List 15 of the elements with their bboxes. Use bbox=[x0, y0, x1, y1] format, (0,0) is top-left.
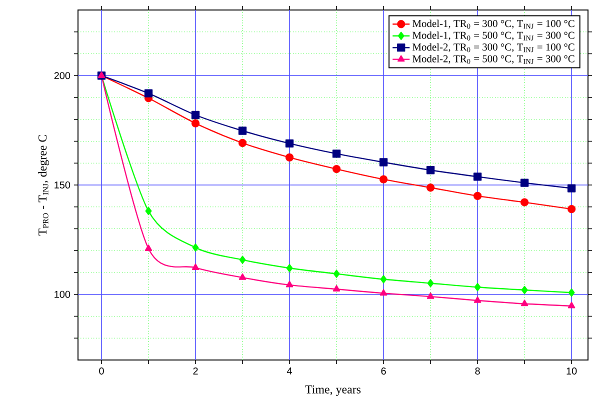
y-axis-title: T$_{PRO}$ - T$_{INJ}$, degree C bbox=[38, 134, 50, 236]
legend-label: Model-1, TR$_{0}$ = 500 °C, T$_{INJ}$ = 300 °C bbox=[412, 31, 574, 40]
x-tick-label: 2 bbox=[193, 368, 198, 374]
legend-label: Model-1, TR$_{0}$ = 300 °C, T$_{INJ}$ = 100 °C bbox=[412, 20, 574, 29]
x-tick-label: 10 bbox=[566, 368, 577, 375]
y-tick-label: 200 bbox=[54, 72, 70, 80]
x-tick-label: 6 bbox=[381, 368, 386, 375]
x-tick-label: 8 bbox=[475, 368, 480, 375]
legend-label: Model-2, TR$_{0}$ = 500 °C, T$_{INJ}$ = 300 °C bbox=[412, 54, 574, 64]
legend-label: Model-2, TR$_{0}$ = 300 °C, T$_{INJ}$ = 100 °C bbox=[412, 43, 574, 52]
x-tick-label: 0 bbox=[99, 368, 104, 375]
x-tick-label: 4 bbox=[286, 368, 292, 374]
y-tick-label: 150 bbox=[54, 181, 70, 189]
y-tick-label: 100 bbox=[54, 290, 70, 298]
x-axis-title: Time, years bbox=[305, 385, 361, 396]
